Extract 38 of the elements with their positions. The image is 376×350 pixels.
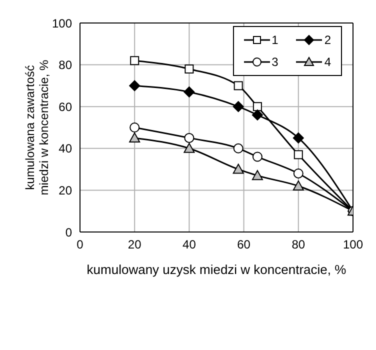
point [184, 86, 195, 98]
y-tick-label: 80 [58, 58, 72, 72]
y-axis-title: kumulowana zawartość miedzi w koncentracie, % [23, 59, 51, 196]
point [292, 132, 304, 144]
x-tick-label: 80 [292, 238, 306, 252]
y-tick-label: 20 [58, 183, 72, 198]
point [252, 152, 262, 162]
x-tick-label: 60 [237, 238, 251, 252]
point [232, 164, 244, 174]
point [252, 170, 263, 180]
point [294, 150, 303, 160]
point [130, 56, 140, 66]
legend-label: 1 [272, 33, 278, 47]
point [252, 102, 262, 112]
y-tick-label: 0 [65, 225, 72, 240]
point [233, 143, 244, 154]
x-tick-label: 100 [342, 238, 364, 252]
point [130, 122, 140, 132]
legend-label: 2 [324, 33, 331, 47]
x-tick-label: 40 [182, 238, 196, 252]
point [252, 109, 263, 120]
x-axis-title: kumulowany uzysk miedzi w koncentracie, % [86, 262, 347, 277]
point [129, 132, 140, 142]
y-tick-label: 60 [58, 100, 72, 114]
point [129, 80, 140, 92]
point [184, 64, 194, 74]
point [234, 81, 243, 90]
point [184, 142, 195, 153]
point [232, 101, 244, 112]
legend-label: 3 [272, 55, 278, 69]
point [293, 168, 304, 178]
y-tick-label: 40 [58, 142, 72, 156]
point [184, 132, 194, 143]
point [292, 180, 304, 191]
y-tick-label: 100 [52, 16, 72, 30]
x-tick-label: 0 [76, 238, 84, 252]
legend-label: 4 [324, 55, 331, 69]
x-tick-label: 20 [128, 238, 142, 252]
